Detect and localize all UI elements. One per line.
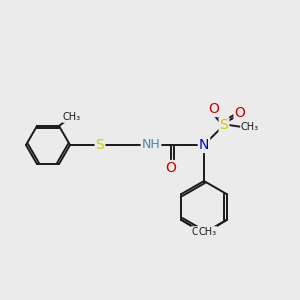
Text: CH₃: CH₃ xyxy=(241,122,259,132)
Text: N: N xyxy=(199,138,209,152)
Text: O: O xyxy=(235,106,245,120)
Text: CH₃: CH₃ xyxy=(63,112,81,122)
Text: O: O xyxy=(166,161,176,175)
Text: CH₃: CH₃ xyxy=(191,227,209,237)
Text: NH: NH xyxy=(142,139,160,152)
Text: O: O xyxy=(208,102,219,116)
Text: S: S xyxy=(96,138,104,152)
Text: S: S xyxy=(220,118,228,132)
Text: CH₃: CH₃ xyxy=(199,227,217,237)
